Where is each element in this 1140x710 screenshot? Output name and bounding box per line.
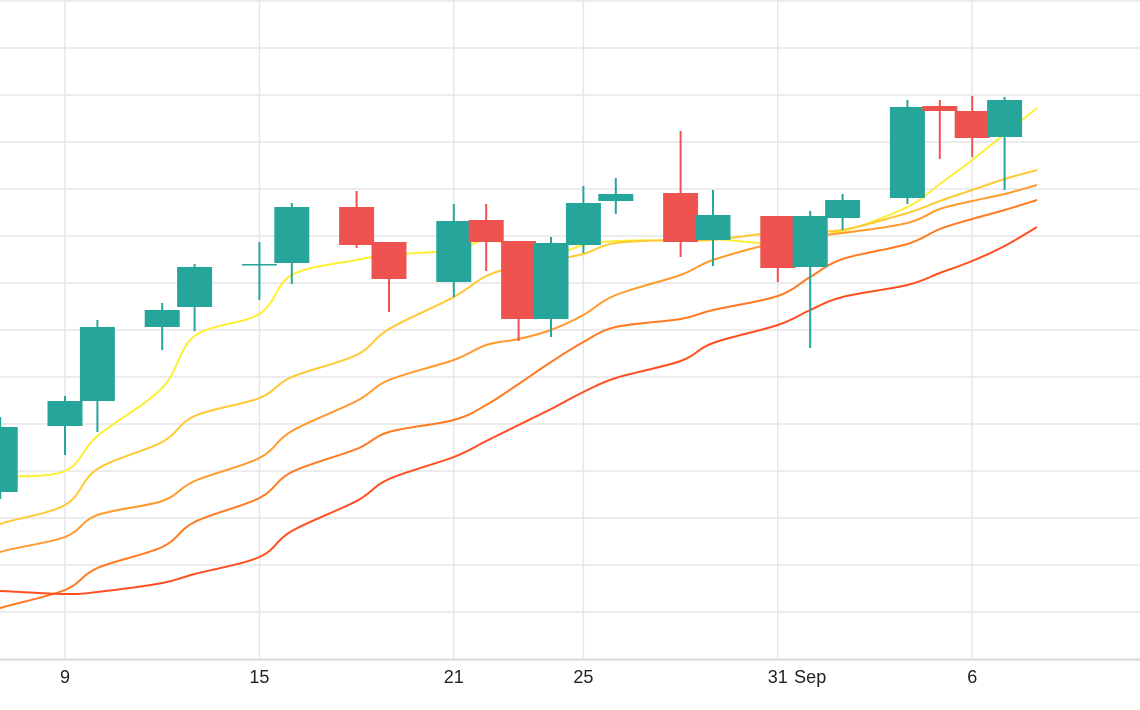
candle-body	[47, 401, 83, 426]
x-tick-label: 6	[967, 667, 977, 687]
candle-body	[371, 242, 407, 279]
moving-average-line-5	[0, 226, 1038, 596]
candle-body	[825, 200, 861, 218]
candle-body	[760, 216, 796, 268]
candle-body	[0, 427, 18, 492]
candle-body	[663, 193, 699, 242]
x-tick-label: 31	[768, 667, 788, 687]
candle	[663, 131, 699, 257]
candle-body	[565, 203, 601, 245]
candle-body	[922, 106, 958, 111]
candle-body	[468, 220, 504, 242]
candle	[47, 396, 83, 455]
candle	[760, 216, 796, 282]
candle-body	[241, 264, 277, 266]
candle-body	[792, 216, 828, 267]
x-tick-label: 25	[573, 667, 593, 687]
candle	[792, 211, 828, 348]
candle	[954, 96, 990, 157]
candle-body	[144, 310, 180, 327]
candle	[468, 204, 504, 271]
candle-body	[339, 207, 375, 245]
candle	[922, 100, 958, 159]
candle	[501, 241, 537, 341]
candle-body	[177, 267, 213, 307]
candle	[241, 242, 277, 300]
candle-body	[436, 221, 472, 282]
candle	[0, 417, 18, 499]
candle	[339, 191, 375, 248]
candle	[436, 204, 472, 297]
candle-body	[954, 111, 990, 138]
moving-average-line-4	[0, 199, 1038, 610]
candles	[0, 96, 1023, 499]
candle-body	[695, 215, 731, 240]
x-tick-label: 21	[444, 667, 464, 687]
candle	[598, 178, 634, 214]
candle-body	[274, 207, 310, 263]
candle	[274, 203, 310, 284]
candle	[79, 320, 115, 432]
candle-body	[79, 327, 115, 401]
moving-average-lines	[0, 107, 1038, 610]
candle	[889, 100, 925, 204]
candle	[825, 194, 861, 230]
candle	[987, 97, 1023, 190]
candle	[565, 186, 601, 253]
candle	[695, 190, 731, 266]
candle-body	[987, 100, 1023, 137]
x-tick-label: 9	[60, 667, 70, 687]
candle-body	[598, 194, 634, 201]
horizontal-gridlines	[0, 0, 1140, 660]
candle	[144, 303, 180, 350]
candle-body	[533, 243, 569, 319]
candle	[533, 237, 569, 337]
moving-average-line-3	[0, 184, 1038, 554]
candle	[177, 264, 213, 331]
x-axis-tick-labels: 9 15 21 25 31 Sep 6	[60, 667, 977, 687]
x-tick-label: 15	[249, 667, 269, 687]
moving-average-line-2	[0, 169, 1038, 526]
candle	[371, 242, 407, 312]
candle-body	[501, 241, 537, 319]
candle-body	[889, 107, 925, 198]
x-tick-label: Sep	[794, 667, 826, 687]
